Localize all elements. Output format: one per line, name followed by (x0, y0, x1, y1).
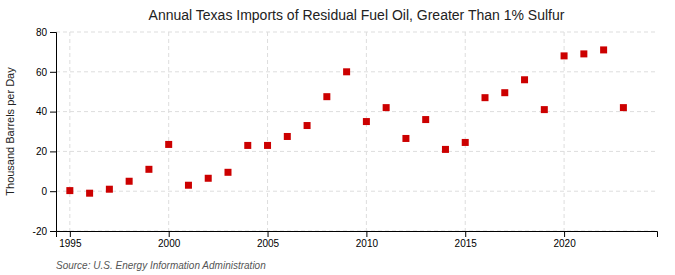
tick: 80 (36, 27, 56, 38)
tick-mark (50, 32, 56, 33)
point (363, 118, 370, 125)
point (620, 104, 627, 111)
grid-line (56, 151, 657, 152)
tick-mark (169, 231, 170, 237)
y-axis: -20 0 20 40 60 80 (33, 27, 57, 237)
tick-label: 80 (36, 27, 48, 38)
point (244, 142, 251, 149)
tick-label: 2010 (356, 238, 379, 249)
tick-mark (50, 231, 56, 232)
y-axis-title: Thousand Barrels per Day (4, 67, 16, 196)
point (66, 187, 73, 194)
tick: 1995 (59, 231, 82, 249)
tick-label: 60 (36, 67, 48, 78)
grid-line (56, 191, 657, 192)
title: Annual Texas Imports of Residual Fuel Oi… (149, 7, 565, 23)
point (264, 142, 271, 149)
point (126, 178, 133, 185)
tick-mark (50, 72, 56, 73)
tick: 20 (36, 146, 56, 157)
tick-label: 2000 (158, 238, 181, 249)
tick-label: 20 (36, 146, 48, 157)
point (304, 122, 311, 129)
grid-line (564, 32, 565, 231)
tick-mark (366, 231, 367, 237)
point (442, 146, 449, 153)
point (165, 141, 172, 148)
grid-line (366, 32, 367, 231)
points (66, 46, 627, 196)
point (482, 94, 489, 101)
point (224, 169, 231, 176)
point (422, 116, 429, 123)
axis-line (50, 33, 57, 232)
point (383, 104, 390, 111)
point (106, 186, 113, 193)
point (501, 89, 508, 96)
tick: 2005 (257, 231, 280, 249)
tick-mark (564, 231, 565, 237)
point (323, 93, 330, 100)
grid-line (267, 32, 268, 231)
tick: 60 (36, 67, 56, 78)
tick-label: 2020 (553, 238, 576, 249)
tick-label: 2005 (257, 238, 280, 249)
grid-line (56, 111, 657, 112)
tick: 2015 (455, 231, 478, 249)
tick: 40 (36, 106, 56, 117)
tick: 0 (41, 186, 56, 197)
point (541, 106, 548, 113)
point (462, 139, 469, 146)
tick: 2020 (553, 231, 576, 249)
grid (56, 32, 657, 231)
point (205, 175, 212, 182)
point (185, 182, 192, 189)
tick-label: 0 (41, 186, 47, 197)
tick-mark (70, 231, 71, 237)
point (343, 68, 350, 75)
point (521, 76, 528, 83)
tick-mark (50, 151, 56, 152)
chart: 1995 2000 2005 2010 2015 2020 -20 0 20 40 60 80 Annu… (0, 0, 675, 275)
point (561, 52, 568, 59)
grid-line (465, 32, 466, 231)
tick: -20 (33, 226, 56, 237)
axis-line (57, 232, 658, 238)
grid-line (56, 32, 657, 33)
grid-line (56, 71, 657, 72)
point (284, 133, 291, 140)
grid-line (168, 32, 169, 231)
point (145, 166, 152, 173)
point (580, 50, 587, 57)
tick-mark (50, 191, 56, 192)
tick-mark (50, 112, 56, 113)
point (600, 46, 607, 53)
x-axis: 1995 2000 2005 2010 2015 2020 (57, 231, 658, 249)
tick: 2000 (158, 231, 181, 249)
tick: 2010 (356, 231, 379, 249)
tick-label: 2015 (455, 238, 478, 249)
tick-label: 40 (36, 106, 48, 117)
source-note: Source: U.S. Energy Information Administ… (56, 260, 266, 271)
plot-area: 1995 2000 2005 2010 2015 2020 -20 0 20 40 60 80 (33, 27, 658, 249)
tick-label: -20 (33, 226, 48, 237)
tick-mark (268, 231, 269, 237)
grid-line (69, 32, 70, 231)
tick-mark (465, 231, 466, 237)
point (402, 135, 409, 142)
point (86, 190, 93, 197)
tick-label: 1995 (59, 238, 82, 249)
